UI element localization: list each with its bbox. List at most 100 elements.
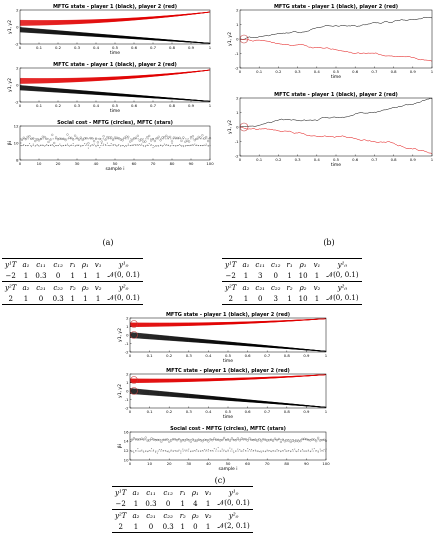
table-c-value-cell: 1: [180, 499, 186, 508]
svg-text:*: *: [319, 447, 321, 451]
x-axis-label-c2: time: [223, 414, 233, 420]
svg-text:*: *: [42, 143, 44, 147]
table-b-header-cell: ρ₂: [295, 281, 311, 293]
table-b-value-cell: 𝒩(0, 0.1): [323, 293, 362, 305]
svg-text:*: *: [126, 144, 128, 148]
x-axis-label-b1: time: [331, 74, 341, 80]
svg-text:*: *: [251, 448, 253, 452]
svg-text:*: *: [135, 143, 137, 147]
svg-text:*: *: [164, 143, 166, 147]
svg-text:*: *: [131, 143, 133, 147]
panel-a-caption: (a): [102, 238, 114, 247]
y-axis-label-a1: y1, y2: [7, 20, 13, 34]
table-b-value-cell: 1: [287, 271, 292, 280]
svg-text:*: *: [120, 145, 122, 149]
table-c-header-cell: a₁: [129, 486, 143, 498]
table-c-header-cell: ρ₂: [188, 509, 202, 521]
x-tick-label-a2: 0.7: [150, 103, 157, 108]
svg-text:*: *: [231, 448, 233, 452]
svg-text:*: *: [166, 143, 168, 147]
table-c-header-cell: ρ₁: [188, 486, 202, 498]
table-a-value-cell: 1: [70, 271, 76, 280]
table-c-value-cell: 0.3: [145, 499, 157, 508]
table-a-value-cell: 1: [95, 271, 101, 280]
svg-text:*: *: [57, 144, 59, 148]
svg-text:*: *: [78, 144, 80, 148]
player2-trajectory: [240, 38, 432, 62]
svg-text:*: *: [280, 450, 282, 454]
x-tick-label-c2: 0.5: [225, 409, 232, 414]
y-tick-label-b2: 0: [236, 124, 239, 129]
panel-c-figure: * **** ** * * *** ** * * * * ** * * *** * * ** * * ** * * * * * **…: [117, 312, 330, 472]
svg-text:*: *: [321, 449, 323, 453]
table-a-value-cell: 0: [55, 271, 61, 280]
x-tick-label-c1: 0.8: [284, 353, 291, 358]
x-tick-label-a1: 0.3: [74, 45, 81, 50]
x-tick-label-b2: 0: [239, 157, 242, 162]
y-axis-label-c3: βi: [117, 444, 123, 448]
y-axis-label-a3: βi: [7, 141, 13, 145]
player2-trajectories: [130, 318, 326, 328]
x-tick-label-a1: 0.6: [131, 45, 138, 50]
x-tick-label-a3: 40: [94, 161, 99, 166]
svg-text:*: *: [175, 144, 177, 148]
table-c-header-cell: c₁₁: [142, 486, 160, 498]
table-b-value-cell: 10: [298, 271, 308, 280]
svg-text:*: *: [171, 142, 173, 146]
svg-text:*: *: [286, 449, 288, 453]
svg-text:*: *: [298, 448, 300, 452]
table-b-header-cell: y²₀: [323, 281, 362, 293]
svg-text:*: *: [206, 449, 208, 453]
svg-text:*: *: [130, 144, 132, 148]
svg-text:*: *: [304, 449, 306, 453]
svg-text:*: *: [294, 447, 296, 451]
x-tick-label-b2: 0.5: [333, 157, 340, 162]
table-c-header-cell: a₂: [129, 509, 143, 521]
svg-text:*: *: [204, 144, 206, 148]
table-c-header-cell: y¹T: [112, 486, 130, 498]
y-tick-label-a1: 0: [16, 24, 19, 29]
svg-text:*: *: [109, 144, 111, 148]
x-tick-label-c1: 0.4: [205, 353, 212, 358]
panel-b: MFTG state - player 1 (black), player 2 …: [222, 2, 436, 247]
x-tick-label-b1: 0: [239, 69, 242, 74]
svg-text:*: *: [243, 448, 245, 452]
plot-title-c3: Social cost - MFTG (circles), MFTC (star…: [170, 426, 286, 432]
svg-text:*: *: [200, 144, 202, 148]
svg-text:*: *: [178, 449, 180, 453]
x-axis-label-c1: time: [223, 358, 233, 364]
table-a-header-cell: y¹T: [2, 258, 20, 270]
x-tick-label-b1: 0.6: [352, 69, 359, 74]
x-tick-label-a2: 0.4: [93, 103, 100, 108]
svg-text:*: *: [196, 144, 198, 148]
svg-text:*: *: [107, 141, 109, 145]
svg-text:*: *: [38, 145, 40, 149]
x-tick-label-b2: 0.8: [391, 157, 398, 162]
svg-text:*: *: [188, 448, 190, 452]
svg-text:*: *: [152, 146, 154, 150]
svg-text:*: *: [235, 449, 237, 453]
svg-text:*: *: [145, 450, 147, 454]
svg-text:*: *: [187, 144, 189, 148]
table-a: y¹T a₁ c₁₁ c₁₂ r₁ ρ₁ v₁ y¹₀ −2 1 0.3 0 1 1 1 𝒩(0, 0.1) y…: [2, 258, 143, 305]
table-c-wrapper: y¹T a₁ c₁₁ c₁₂ r₁ ρ₁ v₁ y¹₀ −2 1 0.3 0 1 4 1 𝒩(0, 0.1) y…: [112, 486, 253, 533]
svg-text:*: *: [290, 450, 292, 454]
svg-text:*: *: [312, 448, 314, 452]
table-b-header-cell: ρ₁: [295, 258, 311, 270]
svg-text:*: *: [182, 448, 184, 452]
table-b-header-cell: y¹₀: [323, 258, 362, 270]
player2-trajectory: [240, 126, 432, 154]
axes-frame-b2: [239, 97, 433, 157]
y-tick-label-b1: 2: [236, 7, 239, 12]
svg-text:*: *: [229, 447, 231, 451]
svg-text:*: *: [171, 448, 173, 452]
svg-text:*: *: [76, 143, 78, 147]
x-tick-label-b1: 0.9: [410, 69, 417, 74]
table-c-value-cell: −2: [115, 499, 126, 508]
table-a-header-cell: a₁: [19, 258, 33, 270]
table-b-value-cell: 1: [243, 271, 249, 280]
table-b-value-cell: 1: [239, 293, 253, 305]
svg-text:*: *: [265, 450, 267, 454]
svg-text:*: *: [173, 144, 175, 148]
svg-text:*: *: [105, 143, 107, 147]
